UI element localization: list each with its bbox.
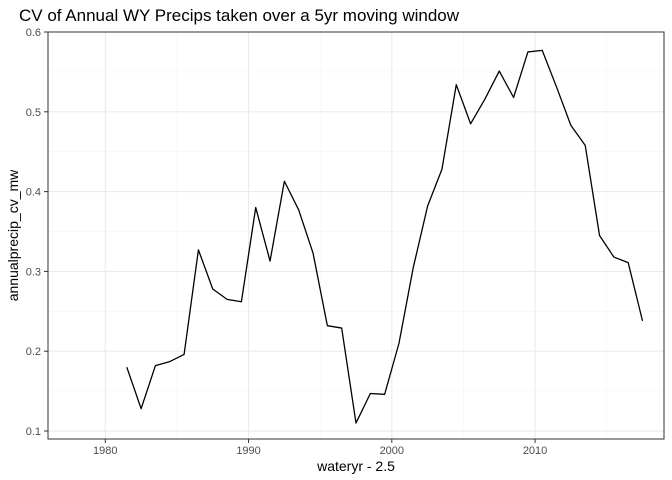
chart-title: CV of Annual WY Precips taken over a 5yr…	[19, 6, 460, 25]
series-line	[126, 49, 644, 424]
y-tick-label: 0.1	[26, 426, 41, 438]
tick-labels: 1980 1990 2000 2010 0.1 0.2 0.3 0.4 0.5 0.6	[26, 27, 548, 457]
grid-minor	[48, 32, 664, 439]
ticks	[44, 31, 536, 443]
x-tick-label: 1990	[236, 445, 260, 457]
y-tick-label: 0.5	[26, 107, 41, 119]
series	[126, 49, 644, 424]
x-tick-label: 2010	[523, 445, 547, 457]
y-axis-title: annualprecip_cv_mw	[5, 169, 21, 301]
panel-border	[47, 31, 665, 440]
y-tick-label: 0.2	[26, 346, 41, 358]
x-tick-label: 2000	[380, 445, 404, 457]
y-tick-label: 0.3	[26, 266, 41, 278]
grid-major	[48, 31, 664, 439]
y-tick-label: 0.6	[26, 27, 41, 39]
x-tick-label: 1980	[93, 445, 117, 457]
y-tick-label: 0.4	[26, 187, 41, 199]
x-axis-title: wateryr - 2.5	[316, 458, 395, 474]
